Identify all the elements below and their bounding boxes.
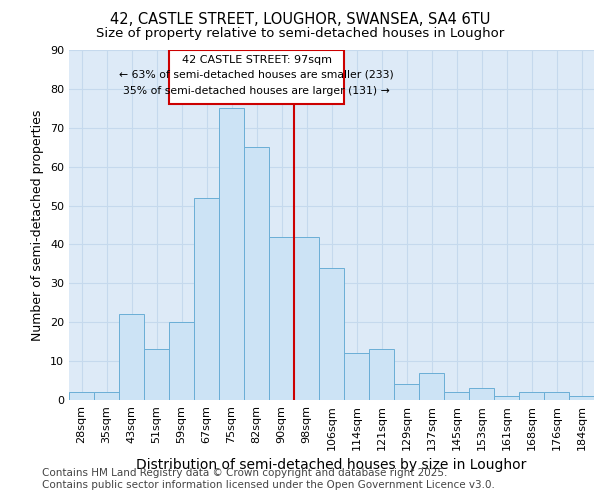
Bar	[219, 108, 244, 400]
Bar	[94, 392, 119, 400]
Bar	[494, 396, 519, 400]
Bar	[169, 322, 194, 400]
Bar	[244, 147, 269, 400]
FancyBboxPatch shape	[169, 50, 344, 104]
Bar	[294, 236, 319, 400]
Bar	[469, 388, 494, 400]
Bar	[269, 236, 294, 400]
Bar	[344, 354, 369, 400]
Text: Contains HM Land Registry data © Crown copyright and database right 2025.
Contai: Contains HM Land Registry data © Crown c…	[42, 468, 495, 490]
Bar	[394, 384, 419, 400]
Text: 35% of semi-detached houses are larger (131) →: 35% of semi-detached houses are larger (…	[123, 86, 390, 97]
Bar	[69, 392, 94, 400]
Bar	[419, 373, 444, 400]
Y-axis label: Number of semi-detached properties: Number of semi-detached properties	[31, 110, 44, 340]
Text: ← 63% of semi-detached houses are smaller (233): ← 63% of semi-detached houses are smalle…	[119, 70, 394, 80]
Bar	[519, 392, 544, 400]
Bar	[369, 350, 394, 400]
Bar	[444, 392, 469, 400]
Bar	[569, 396, 594, 400]
Bar	[194, 198, 219, 400]
X-axis label: Distribution of semi-detached houses by size in Loughor: Distribution of semi-detached houses by …	[136, 458, 527, 472]
Bar	[144, 350, 169, 400]
Bar	[544, 392, 569, 400]
Text: Size of property relative to semi-detached houses in Loughor: Size of property relative to semi-detach…	[96, 28, 504, 40]
Bar	[319, 268, 344, 400]
Text: 42, CASTLE STREET, LOUGHOR, SWANSEA, SA4 6TU: 42, CASTLE STREET, LOUGHOR, SWANSEA, SA4…	[110, 12, 490, 28]
Text: 42 CASTLE STREET: 97sqm: 42 CASTLE STREET: 97sqm	[182, 56, 331, 66]
Bar	[119, 314, 144, 400]
